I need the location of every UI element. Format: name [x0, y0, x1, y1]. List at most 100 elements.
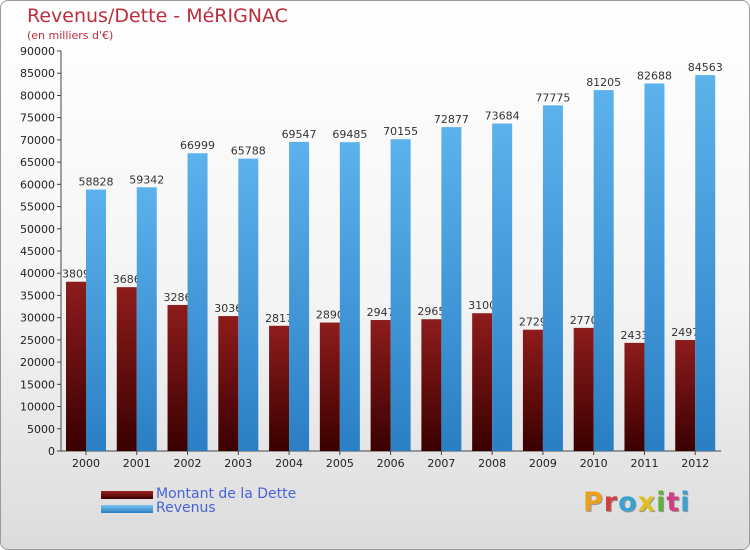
bar-revenue [187, 153, 208, 451]
logo-letter: i [656, 487, 667, 518]
bar-revenue [86, 189, 106, 451]
y-tick-label: 80000 [20, 89, 55, 102]
data-label-revenue: 59342 [129, 173, 164, 186]
bar-debt [624, 342, 645, 451]
x-tick-label: 2002 [174, 457, 202, 470]
data-label-revenue: 77775 [535, 91, 570, 104]
y-tick-label: 15000 [20, 378, 55, 391]
y-tick-label: 35000 [20, 289, 55, 302]
x-tick-label: 2001 [123, 457, 151, 470]
bar-debt [573, 327, 594, 451]
logo-letter: t [666, 487, 681, 518]
y-tick-label: 40000 [20, 267, 55, 280]
bar-debt [370, 320, 391, 451]
data-label-revenue: 66999 [180, 139, 215, 152]
x-tick-label: 2010 [580, 457, 608, 470]
x-tick-label: 2005 [326, 457, 354, 470]
bar-revenue [339, 142, 360, 451]
data-label-revenue: 82688 [637, 69, 672, 82]
legend-swatch-revenue [101, 505, 153, 513]
y-tick-label: 10000 [20, 401, 55, 414]
y-tick-label: 30000 [20, 312, 55, 325]
y-tick-label: 0 [48, 445, 55, 458]
y-tick-label: 5000 [27, 423, 55, 436]
logo-letter: P [583, 487, 604, 518]
bar-revenue [136, 187, 157, 451]
bar-revenue [289, 141, 310, 451]
x-tick-label: 2008 [478, 457, 506, 470]
chart-title: Revenus/Dette - MéRIGNAC [27, 5, 288, 27]
x-tick-label: 2011 [630, 457, 658, 470]
data-label-debt: 2497 [671, 326, 699, 339]
bar-debt [218, 316, 239, 451]
logo-letter: x [637, 487, 657, 518]
y-tick-label: 25000 [20, 334, 55, 347]
y-tick-label: 75000 [20, 112, 55, 125]
bar-revenue [542, 105, 563, 451]
y-tick-label: 20000 [20, 356, 55, 369]
data-label-debt: 3036 [214, 302, 242, 315]
data-label-debt: 2770 [570, 314, 598, 327]
bar-revenue [441, 127, 462, 451]
y-tick-label: 65000 [20, 156, 55, 169]
legend-label-revenue: Revenus [156, 500, 216, 516]
bar-debt [472, 313, 493, 451]
data-label-debt: 2890 [316, 309, 344, 322]
logo-letter: r [603, 487, 619, 518]
bar-revenue [238, 158, 259, 451]
data-label-debt: 2965 [417, 305, 445, 318]
bar-revenue [390, 139, 411, 451]
x-tick-label: 2000 [72, 457, 100, 470]
chart-subtitle: (en milliers d'€) [27, 29, 114, 42]
bar-debt [269, 325, 290, 451]
bar-revenue [593, 90, 614, 451]
logo-letter: i [680, 487, 691, 518]
x-tick-label: 2006 [377, 457, 405, 470]
data-label-debt: 3809 [62, 268, 90, 281]
x-tick-label: 2004 [275, 457, 303, 470]
y-tick-label: 85000 [20, 67, 55, 80]
bar-debt [421, 319, 442, 451]
data-label-revenue: 65788 [231, 145, 266, 158]
y-tick-label: 60000 [20, 178, 55, 191]
data-label-debt: 3286 [164, 291, 192, 304]
y-tick-label: 50000 [20, 223, 55, 236]
bar-debt [319, 322, 340, 451]
data-label-debt: 2729 [519, 316, 547, 329]
data-label-revenue: 81205 [586, 76, 621, 89]
y-tick-label: 90000 [20, 45, 55, 58]
data-label-debt: 2817 [265, 312, 293, 325]
x-tick-label: 2012 [681, 457, 709, 470]
bar-debt [167, 304, 188, 451]
data-label-debt: 2433 [620, 329, 648, 342]
data-label-revenue: 70155 [383, 125, 418, 138]
x-tick-label: 2007 [427, 457, 455, 470]
data-label-debt: 2947 [367, 306, 395, 319]
bar-revenue [492, 123, 513, 451]
proxiti-logo: Proxiti [583, 487, 691, 518]
data-label-revenue: 69547 [282, 128, 317, 141]
data-label-revenue: 73684 [485, 110, 520, 123]
legend-label-debt: Montant de la Dette [156, 486, 297, 502]
data-label-debt: 3686 [113, 273, 141, 286]
bar-debt [675, 340, 696, 451]
bar-debt [116, 287, 137, 451]
x-tick-label: 2003 [224, 457, 252, 470]
x-tick-label: 2009 [529, 457, 557, 470]
legend-swatch-debt [101, 491, 153, 499]
bar-debt [522, 329, 543, 451]
data-label-revenue: 69485 [332, 128, 367, 141]
bar-revenue [644, 83, 665, 452]
data-label-debt: 3100 [468, 299, 496, 312]
bar-revenue [695, 75, 716, 452]
y-tick-label: 70000 [20, 134, 55, 147]
data-label-revenue: 72877 [434, 113, 469, 126]
y-tick-label: 45000 [20, 245, 55, 258]
bar-debt [66, 281, 86, 451]
data-label-revenue: 58828 [79, 176, 114, 189]
data-label-revenue: 84563 [688, 61, 723, 74]
logo-letter: o [618, 487, 638, 518]
y-tick-label: 55000 [20, 201, 55, 214]
